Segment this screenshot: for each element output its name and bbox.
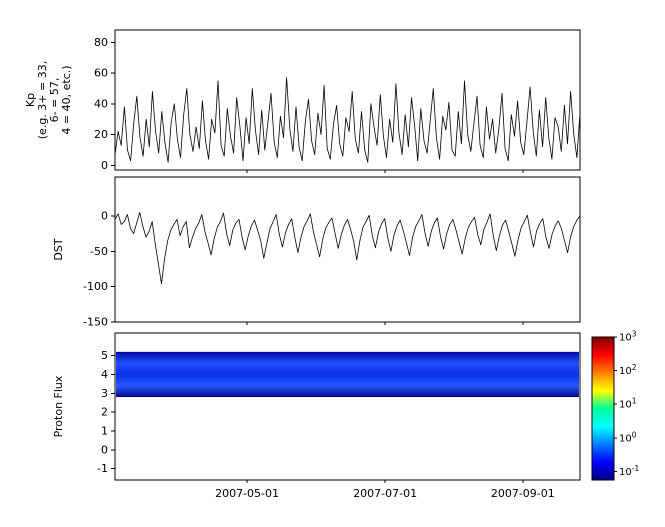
colorbar-gradient: [591, 336, 615, 481]
y-tick-label: 5: [101, 349, 108, 362]
y-tick-label: -50: [90, 245, 108, 258]
colorbar-tick-label: 100: [619, 430, 637, 444]
colorbar-tick-label: 101: [619, 397, 637, 411]
y-tick-label: -100: [83, 280, 108, 293]
y-tick-label: 0: [101, 209, 108, 222]
y-axis-label: 4 = 40, etc.): [60, 65, 73, 134]
y-tick-label: 3: [101, 387, 108, 400]
y-tick-label: 20: [94, 128, 108, 141]
kp-panel-series: [114, 77, 581, 163]
y-axis-label: 6- = 57,: [48, 78, 61, 123]
y-tick-label: -1: [97, 462, 108, 475]
dst-panel: 0 -50 -100 -150 DST: [52, 176, 581, 329]
y-tick-label: 80: [94, 36, 108, 49]
x-tick-label: 2007-09-01: [491, 487, 555, 500]
colorbar-tick-label: 10-1: [619, 464, 639, 478]
x-tick-label: 2007-07-01: [353, 487, 417, 500]
y-tick-label: 4: [101, 368, 108, 381]
dst-panel-series: [114, 211, 581, 285]
colorbar: 103 102 101 100 10-1: [591, 330, 639, 481]
colorbar-tick-label: 102: [619, 363, 637, 377]
y-tick-label: 2: [101, 406, 108, 419]
y-tick-label: 1: [101, 425, 108, 438]
kp-panel: 0 20 40 60 80 Kp (e.g. 3+ = 33, 6- = 57, 4 = 40,…: [24, 29, 581, 173]
colorbar-tick-label: 103: [619, 330, 637, 344]
y-tick-label: -150: [83, 316, 108, 329]
y-tick-label: 40: [94, 97, 108, 110]
y-tick-label: 0: [101, 443, 108, 456]
y-tick-label: 60: [94, 67, 108, 80]
y-axis-label: (e.g. 3+ = 33,: [36, 61, 49, 139]
y-axis-label: Proton Flux: [52, 375, 65, 437]
proton-flux-band: [116, 351, 579, 398]
proton-flux-panel: 5 4 3 2 1 0 -1 2007-05-01 2007-07-01 2007-09-01 Pr…: [52, 332, 581, 500]
x-tick-label: 2007-05-01: [215, 487, 279, 500]
y-axis-label: DST: [52, 238, 65, 260]
y-axis-label: Kp: [24, 93, 37, 107]
y-tick-label: 0: [101, 159, 108, 172]
